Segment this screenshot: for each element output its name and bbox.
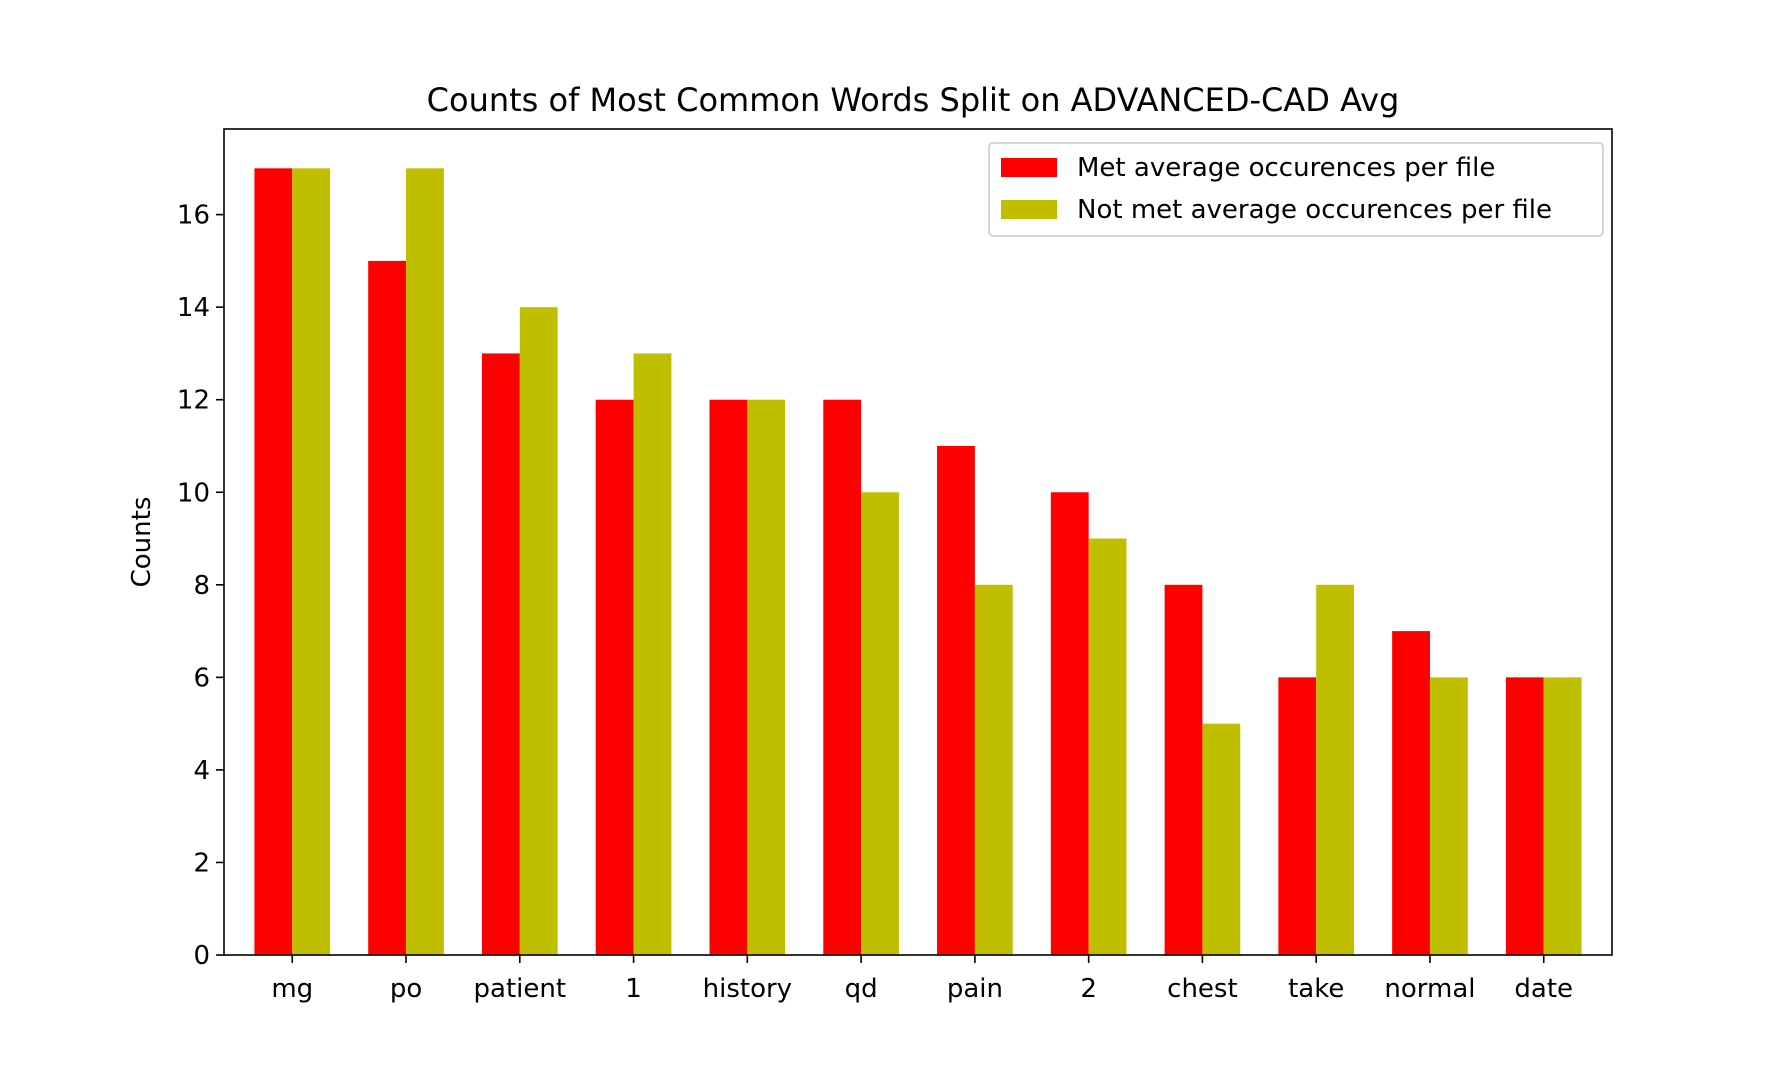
bar-met-normal (1392, 631, 1430, 955)
y-tick-label: 4 (193, 756, 210, 786)
bar-met-2 (1050, 492, 1089, 955)
bar-met-patient (481, 353, 520, 955)
legend-swatch-met (1001, 158, 1057, 177)
legend: Met average occurences per file Not met a… (988, 142, 1604, 237)
legend-swatch-not-met (1001, 200, 1057, 219)
axes-layer: 0 2 4 6 8 10 12 14 16 mg po patient 1 history qd pain 2 c… (177, 128, 1613, 1004)
bar-not-met-take (1316, 584, 1355, 955)
bar-not-met-history (747, 399, 786, 956)
chart-title: Counts of Most Common Words Split on ADV… (427, 81, 1400, 119)
y-tick-label: 6 (193, 663, 210, 693)
bar-met-qd (823, 399, 862, 956)
bar-not-met-2 (1088, 538, 1127, 955)
y-tick-label: 0 (193, 941, 210, 971)
bar-not-met-mg (292, 168, 331, 955)
bar-not-met-pain (974, 584, 1013, 955)
bar-not-met-date (1543, 677, 1582, 955)
y-axis-label: Counts (127, 497, 157, 588)
y-tick-label: 14 (177, 293, 210, 323)
x-tick-label-1: 1 (625, 974, 642, 1004)
bar-met-mg (254, 168, 293, 955)
bar-met-history (709, 399, 748, 956)
bar-not-met-po (406, 168, 444, 955)
legend-label-met: Met average occurences per file (1077, 153, 1495, 183)
x-tick-label-patient: patient (474, 974, 567, 1004)
x-tick-label-mg: mg (271, 974, 313, 1004)
y-tick-label: 16 (177, 201, 210, 231)
bar-met-1 (595, 399, 634, 956)
legend-box (988, 142, 1604, 237)
x-tick-label-pain: pain (947, 974, 1003, 1004)
bar-met-po (368, 260, 407, 955)
x-tick-label-normal: normal (1384, 974, 1475, 1004)
y-tick-label: 8 (193, 571, 210, 601)
bar-met-chest (1164, 584, 1203, 955)
bar-not-met-normal (1429, 677, 1468, 955)
bar-not-met-qd (861, 492, 899, 955)
bar-not-met-patient (519, 307, 558, 955)
plot-frame (223, 128, 1613, 956)
x-tick-label-2: 2 (1080, 974, 1097, 1004)
bar-not-met-1 (633, 353, 672, 955)
x-tick-label-date: date (1514, 974, 1573, 1004)
x-tick-label-chest: chest (1167, 974, 1238, 1004)
bars-layer (254, 168, 1582, 956)
y-tick-label: 12 (177, 386, 210, 416)
x-tick-label-history: history (703, 974, 792, 1004)
y-tick-label: 10 (177, 478, 210, 508)
bar-met-date (1505, 677, 1544, 955)
x-tick-label-qd: qd (845, 974, 878, 1004)
x-tick-label-po: po (390, 974, 422, 1004)
bar-not-met-chest (1202, 723, 1241, 955)
y-tick-label: 2 (193, 848, 210, 878)
bar-met-pain (937, 445, 975, 955)
bar-met-take (1278, 677, 1317, 955)
x-tick-label-take: take (1288, 974, 1344, 1004)
legend-label-not-met: Not met average occurences per file (1077, 195, 1552, 225)
